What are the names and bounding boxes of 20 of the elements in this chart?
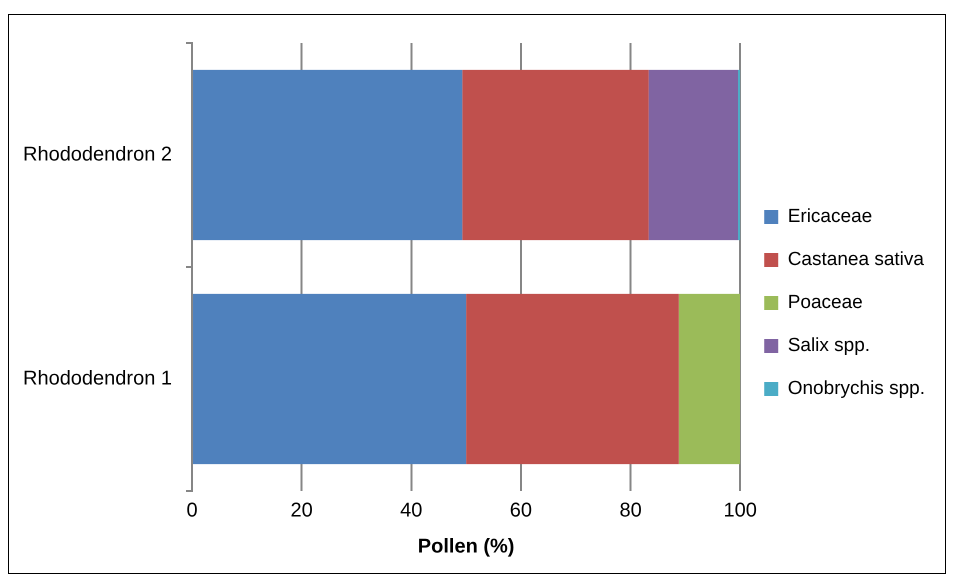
x-tick-label: 60 (510, 500, 532, 522)
x-tick-label: 100 (724, 500, 757, 522)
legend-label: Onobrychis spp. (788, 378, 926, 400)
bar (678, 294, 740, 464)
bar (193, 294, 466, 464)
legend-label: Ericaceae (788, 206, 872, 228)
x-tick-label: 20 (290, 500, 313, 522)
x-tick-label: 80 (619, 500, 642, 522)
bar (466, 294, 679, 464)
bar (462, 70, 649, 240)
x-axis-title: Pollen (%) (418, 536, 514, 558)
legend-label: Salix spp. (788, 335, 870, 356)
x-tick-label: 0 (186, 500, 198, 522)
legend-label: Castanea sativa (788, 249, 924, 270)
bar (193, 70, 462, 240)
x-tick-label: 40 (400, 500, 422, 522)
legend-label: Poaceae (788, 292, 863, 314)
bar (648, 70, 738, 240)
y-tick-label: Rhododendron 2 (23, 144, 172, 166)
y-tick-label: Rhododendron 1 (23, 368, 172, 390)
